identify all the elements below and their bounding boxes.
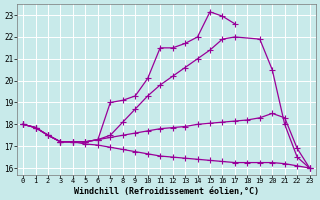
X-axis label: Windchill (Refroidissement éolien,°C): Windchill (Refroidissement éolien,°C) [74,187,259,196]
